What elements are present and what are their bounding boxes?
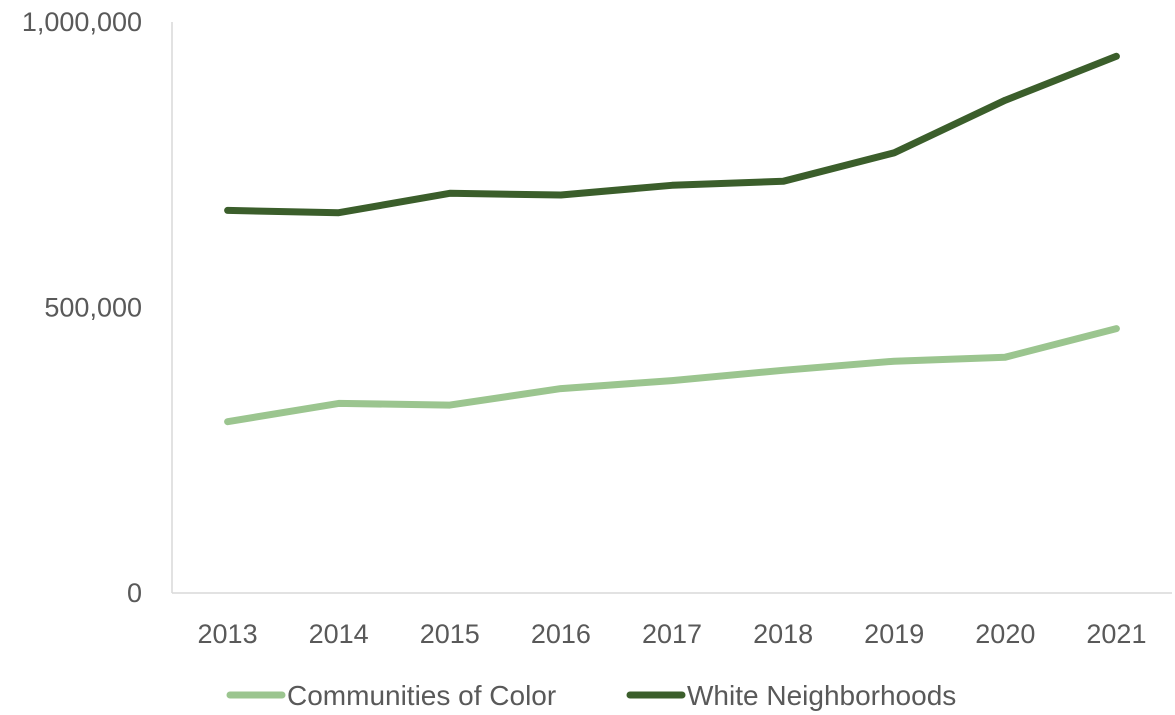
x-tick-label: 2019: [864, 619, 924, 649]
series-line-0: [224, 325, 1120, 426]
y-axis-ticks: 0 500,000 1,000,000: [22, 7, 142, 608]
x-tick-label: 2021: [1086, 619, 1146, 649]
x-tick-label: 2013: [198, 619, 258, 649]
legend-item-0: Communities of Color: [226, 680, 556, 711]
y-tick-label: 1,000,000: [22, 7, 142, 37]
legend: Communities of Color White Neighborhoods: [226, 680, 956, 711]
legend-item-1: White Neighborhoods: [626, 680, 956, 711]
series-line-1: [224, 52, 1120, 217]
x-tick-label: 2014: [309, 619, 369, 649]
x-tick-label: 2015: [420, 619, 480, 649]
legend-label: Communities of Color: [287, 680, 556, 711]
y-tick-label: 0: [127, 578, 142, 608]
y-tick-label: 500,000: [44, 293, 142, 323]
x-tick-label: 2020: [975, 619, 1035, 649]
axes: [171, 22, 1172, 594]
x-tick-label: 2018: [753, 619, 813, 649]
x-tick-label: 2016: [531, 619, 591, 649]
x-tick-label: 2017: [642, 619, 702, 649]
x-axis-ticks: 2013 2014 2015 2016 2017 2018 2019 2020 2021: [198, 619, 1147, 649]
series-lines: [224, 52, 1120, 426]
legend-label: White Neighborhoods: [687, 680, 956, 711]
